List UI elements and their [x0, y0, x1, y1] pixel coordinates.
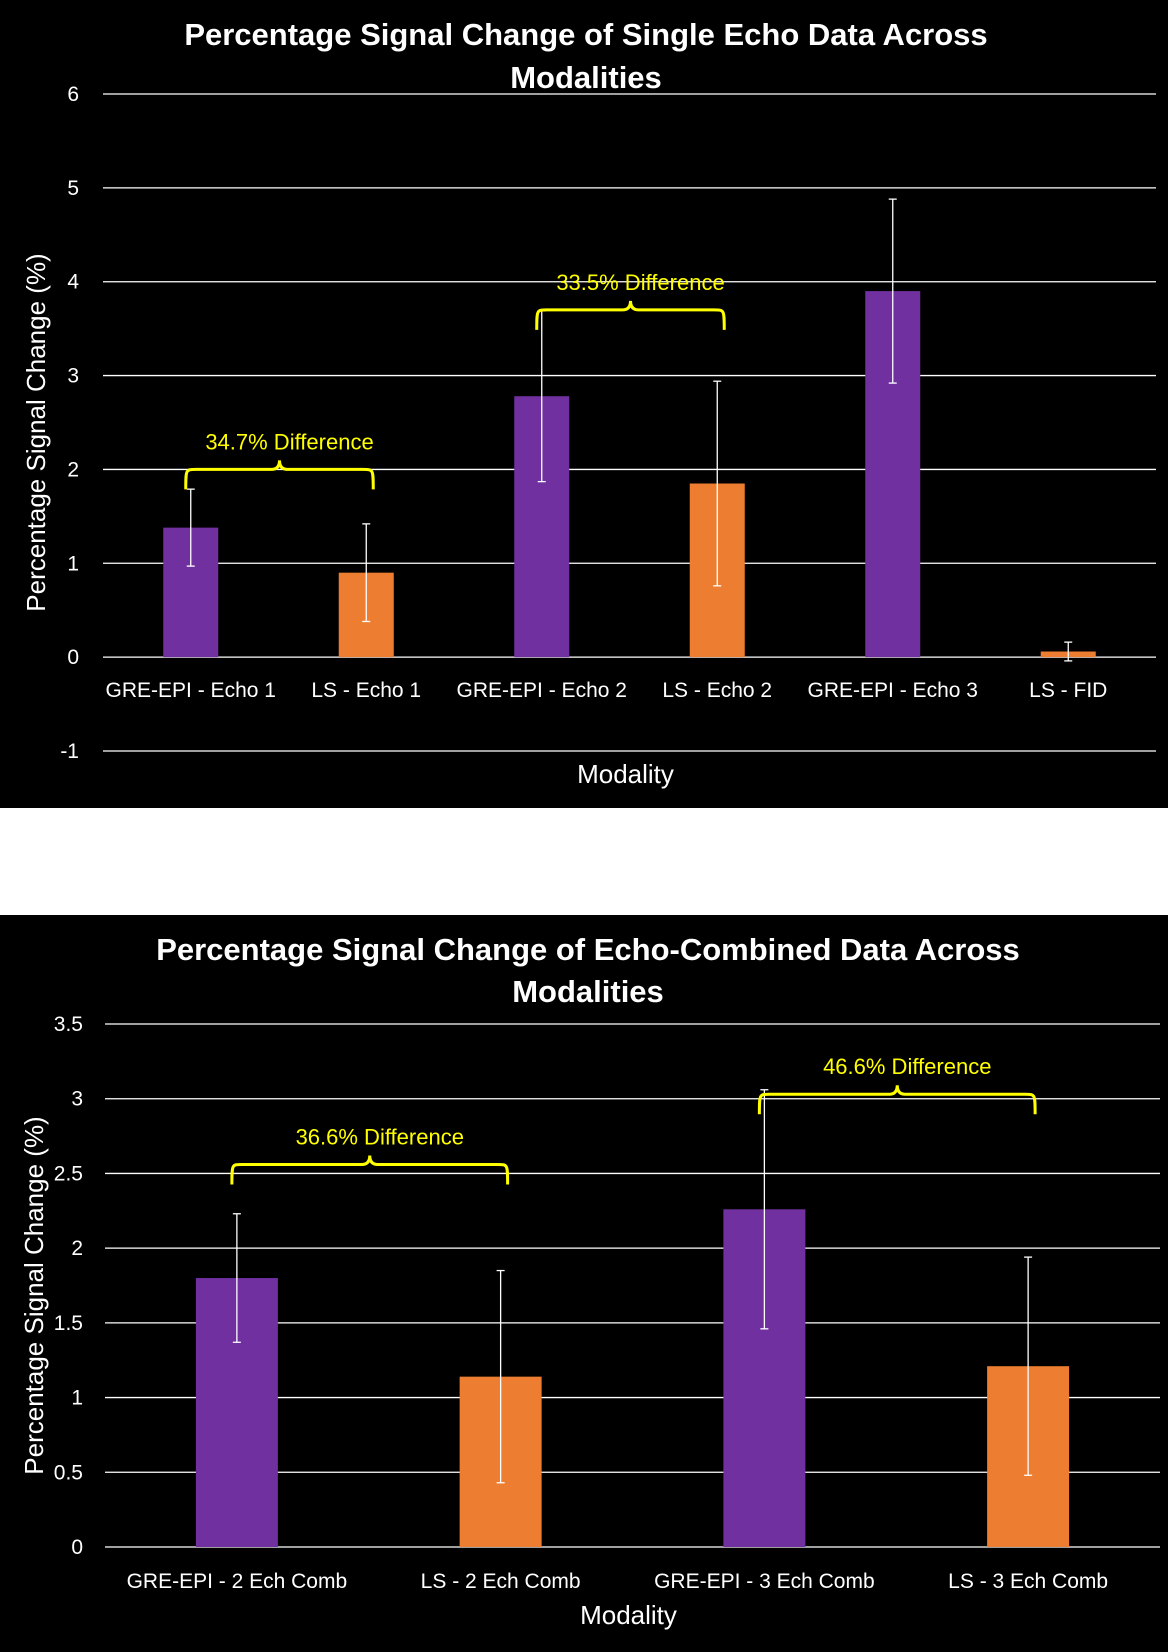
x-axis-title: Modality	[580, 1600, 677, 1630]
x-category-label: LS - FID	[1029, 679, 1107, 702]
chart-single-echo-svg: Percentage Signal Change of Single Echo …	[21, 17, 1156, 789]
chart-single-echo: Percentage Signal Change of Single Echo …	[0, 0, 1168, 808]
y-tick-label: 0	[67, 646, 79, 669]
chart-title-line: Percentage Signal Change of Echo-Combine…	[156, 932, 1020, 967]
difference-bracket	[757, 1085, 1037, 1115]
y-tick-label: 1	[67, 552, 79, 575]
chart-title-line: Modalities	[510, 60, 662, 95]
y-tick-label: 0.5	[54, 1461, 83, 1484]
y-axis-title: Percentage Signal Change (%)	[19, 1116, 49, 1474]
y-tick-label: 1.5	[54, 1312, 83, 1335]
y-tick-label: 3.5	[54, 1013, 83, 1036]
x-axis-title: Modality	[577, 759, 674, 789]
chart-title-line: Modalities	[512, 974, 664, 1009]
y-tick-label: 1	[71, 1387, 83, 1410]
y-tick-label: 5	[67, 177, 79, 200]
difference-bracket	[535, 300, 726, 330]
y-tick-label: 4	[67, 271, 79, 294]
x-category-label: LS - Echo 2	[662, 679, 772, 702]
x-category-label: GRE-EPI - Echo 2	[457, 679, 627, 702]
y-axis-title: Percentage Signal Change (%)	[21, 253, 51, 611]
difference-bracket	[184, 460, 375, 490]
y-tick-label: 2	[71, 1237, 83, 1260]
difference-bracket	[230, 1155, 510, 1185]
y-tick-label: 3	[67, 365, 79, 388]
chart-title-line: Percentage Signal Change of Single Echo …	[184, 17, 987, 52]
x-category-label: LS - 2 Ech Comb	[421, 1570, 581, 1593]
x-category-label: LS - 3 Ech Comb	[948, 1570, 1108, 1593]
x-category-label: GRE-EPI - Echo 1	[106, 679, 276, 702]
x-category-label: GRE-EPI - 2 Ech Comb	[127, 1570, 348, 1593]
chart-echo-combined: Percentage Signal Change of Echo-Combine…	[0, 915, 1168, 1652]
difference-label: 36.6% Difference	[296, 1124, 464, 1149]
chart-echo-combined-svg: Percentage Signal Change of Echo-Combine…	[19, 932, 1160, 1630]
difference-label: 46.6% Difference	[823, 1054, 991, 1079]
y-tick-label: 2	[67, 458, 79, 481]
y-tick-label: 0	[71, 1536, 83, 1559]
y-tick-label: 6	[67, 83, 79, 106]
x-category-label: LS - Echo 1	[311, 679, 421, 702]
x-category-label: GRE-EPI - 3 Ech Comb	[654, 1570, 875, 1593]
y-tick-label: -1	[60, 740, 79, 763]
y-tick-label: 2.5	[54, 1162, 83, 1185]
difference-label: 33.5% Difference	[556, 270, 724, 295]
y-tick-label: 3	[71, 1088, 83, 1111]
x-category-label: GRE-EPI - Echo 3	[808, 679, 978, 702]
difference-label: 34.7% Difference	[205, 429, 373, 454]
